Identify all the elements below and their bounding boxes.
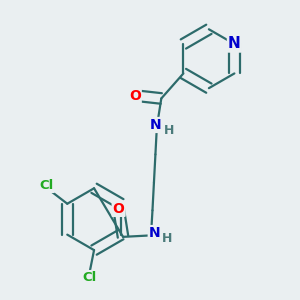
Text: Cl: Cl: [82, 271, 97, 284]
Text: N: N: [228, 37, 241, 52]
Text: H: H: [162, 232, 172, 245]
Text: H: H: [164, 124, 174, 137]
Text: N: N: [150, 118, 161, 132]
Text: N: N: [149, 226, 160, 240]
Text: Cl: Cl: [40, 179, 54, 192]
Text: O: O: [113, 202, 124, 216]
Text: O: O: [129, 88, 141, 103]
